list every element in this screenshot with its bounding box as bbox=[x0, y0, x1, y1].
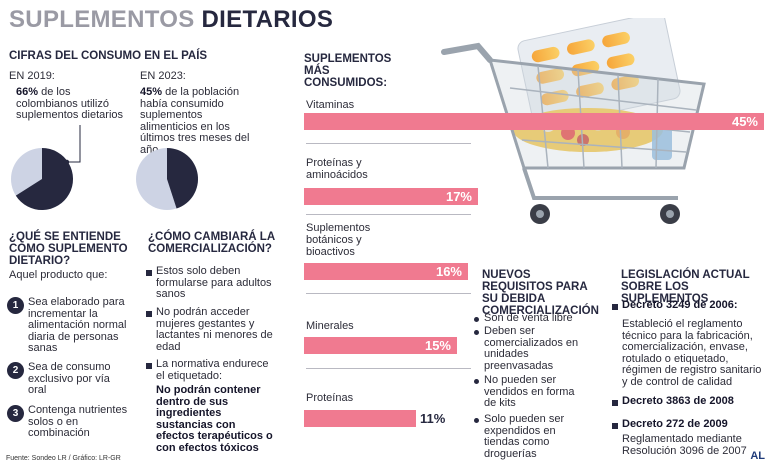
shopping-cart-pills-icon bbox=[441, 18, 706, 224]
que-es-item-3: Contenga nutrientes solos o en combinaci… bbox=[28, 404, 128, 439]
bar-value-minerales: 15% bbox=[424, 338, 451, 353]
bar-value-vitaminas: 45% bbox=[731, 114, 758, 129]
bar-label-botanicos: Suplementos botánicos y bioactivos bbox=[306, 222, 371, 258]
bullet-square bbox=[146, 270, 152, 276]
y2019-pct: 66% bbox=[16, 86, 39, 98]
page-title: SUPLEMENTOS DIETARIOS bbox=[9, 6, 333, 34]
item-number-1: 1 bbox=[7, 297, 24, 314]
title-part1: SUPLEMENTOS bbox=[9, 6, 195, 33]
pie-2019-leader bbox=[67, 125, 81, 163]
divider bbox=[306, 214, 471, 215]
cambiara-item-2: No podrán acceder mujeres gestantes y la… bbox=[156, 306, 273, 353]
y2023-desc: de la población había consumido suplemen… bbox=[140, 86, 250, 156]
publisher-logo: AL bbox=[750, 450, 765, 462]
requisito-1: Son de venta libre bbox=[484, 312, 573, 324]
y2023-text: 45% de la población había consumido supl… bbox=[140, 86, 262, 156]
que-es-item-1: Sea elaborado para incrementar la alimen… bbox=[28, 296, 127, 354]
pie-2023 bbox=[136, 148, 198, 210]
bar-label-proteinas: Proteínas bbox=[306, 392, 354, 404]
mas-consumidos-heading: SUPLEMENTOS MÁS CONSUMIDOS: bbox=[304, 53, 392, 89]
source-footnote: Fuente: Sondeo LR / Gráfico: LR-GR bbox=[6, 455, 121, 462]
y2019-desc: de los colombianos utilizó suplementos d… bbox=[16, 86, 124, 121]
bullet-square bbox=[612, 400, 618, 406]
y2019-text: 66% de los colombianos utilizó suplement… bbox=[16, 86, 128, 122]
divider bbox=[306, 293, 471, 294]
bar-value-botanicos: 16% bbox=[435, 264, 462, 279]
bullet-square bbox=[146, 311, 152, 317]
bullet-dot bbox=[474, 379, 479, 384]
decreto-3-text: Reglamentado mediante Resolución 3096 de… bbox=[622, 433, 747, 457]
divider bbox=[306, 143, 471, 144]
requisito-3: No pueden ser vendidos en forma de kits bbox=[484, 374, 575, 409]
item-number-3: 3 bbox=[7, 405, 24, 422]
cambiara-item-1: Estos solo deben formularse para adultos… bbox=[156, 265, 272, 300]
pie-2019-slice bbox=[15, 148, 73, 210]
y2023-label: EN 2023: bbox=[140, 70, 186, 82]
consumo-pies bbox=[11, 125, 198, 210]
bar-label-vitaminas: Vitaminas bbox=[306, 99, 355, 111]
decreto-1: Decreto 3249 de 2006: bbox=[622, 299, 738, 311]
pie-2023-slice bbox=[167, 148, 198, 209]
bar-value-proteinas-aminoacidos: 17% bbox=[445, 189, 472, 204]
bullet-square bbox=[146, 363, 152, 369]
y2023-pct: 45% bbox=[140, 86, 163, 98]
bullet-square bbox=[612, 423, 618, 429]
item-number-2: 2 bbox=[7, 362, 24, 379]
bar-minerales bbox=[304, 337, 457, 354]
pie-2019-dot bbox=[64, 159, 70, 165]
pie-2023-dot bbox=[167, 156, 173, 162]
cambiara-bold-note: No podrán contener dentro de sus ingredi… bbox=[156, 384, 273, 454]
bullet-square bbox=[612, 304, 618, 310]
bar-label-proteinas-aminoacidos: Proteínas y aminoácidos bbox=[306, 157, 368, 181]
decreto-1-text: Estableció el reglamento técnico para la… bbox=[622, 318, 762, 388]
legislacion-heading: LEGISLACIÓN ACTUAL SOBRE LOS SUPLEMENTOS bbox=[621, 269, 750, 305]
requisito-2: Deben ser comercializados en unidades pr… bbox=[484, 325, 579, 372]
que-es-item-2: Sea de consumo exclusivo por vía oral bbox=[28, 361, 111, 396]
pie-2019 bbox=[11, 125, 81, 210]
bar-label-minerales: Minerales bbox=[306, 320, 354, 332]
title-part2: DIETARIOS bbox=[201, 6, 334, 33]
decreto-2: Decreto 3863 de 2008 bbox=[622, 395, 734, 407]
cambiara-item-3: La normativa endurece el etiquetado: bbox=[156, 358, 269, 382]
requisito-4: Solo pueden ser expendidos en tiendas co… bbox=[484, 413, 565, 460]
consumo-heading: CIFRAS DEL CONSUMO EN EL PAÍS bbox=[9, 50, 208, 62]
bar-value-proteinas: 11% bbox=[420, 411, 446, 426]
bullet-dot bbox=[474, 418, 479, 423]
que-es-intro: Aquel producto que: bbox=[9, 269, 108, 281]
y2019-label: EN 2019: bbox=[9, 70, 55, 82]
que-es-heading: ¿QUÉ SE ENTIENDE COMO SUPLEMENTO DIETARI… bbox=[9, 231, 128, 267]
bullet-dot bbox=[474, 317, 479, 322]
divider bbox=[306, 368, 471, 369]
bar-vitaminas bbox=[304, 113, 764, 130]
bar-proteinas bbox=[304, 410, 416, 427]
cambiara-heading: ¿CÓMO CAMBIARÁ LA COMERCIALIZACIÓN? bbox=[148, 231, 275, 255]
bullet-dot bbox=[474, 330, 479, 335]
bar-proteinas-aminoacidos bbox=[304, 188, 478, 205]
decreto-3: Decreto 272 de 2009 bbox=[622, 418, 728, 430]
bar-botanicos bbox=[304, 263, 468, 280]
requisitos-heading: NUEVOS REQUISITOS PARA SU DEBIDA COMERCI… bbox=[482, 269, 599, 317]
